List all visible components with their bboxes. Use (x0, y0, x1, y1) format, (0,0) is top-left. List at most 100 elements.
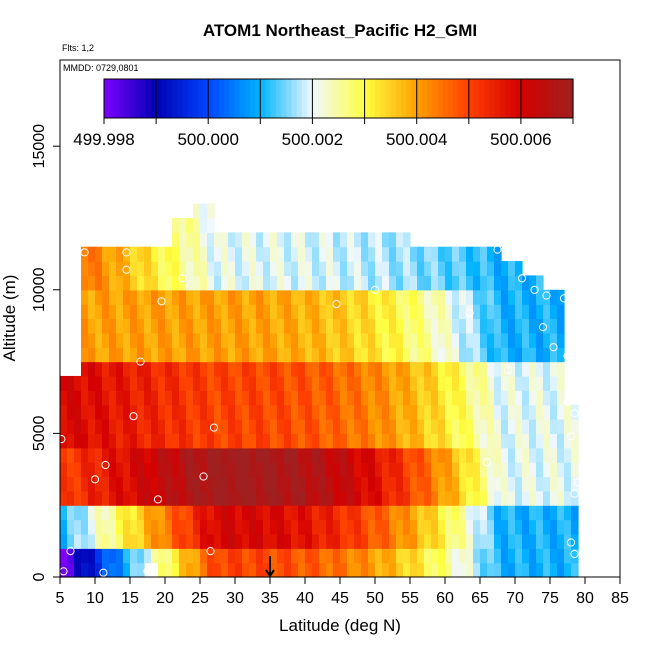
heatmap-cell-1581 (536, 419, 544, 434)
heatmap-cell-341 (172, 533, 180, 549)
heatmap-cell-1084 (382, 332, 390, 348)
colorbar-label-0: 499.998 (73, 130, 134, 149)
heatmap-cell-1287 (445, 447, 453, 463)
heatmap-cell-38 (74, 419, 82, 434)
heatmap-cell-147 (109, 375, 117, 391)
heatmap-cell-481 (207, 347, 215, 363)
heatmap-cell-1053 (375, 433, 383, 449)
heatmap-cell-1565 (529, 347, 537, 363)
heatmap-cell-821 (305, 318, 313, 334)
colorbar-swatch-47 (348, 79, 355, 118)
colorbar-swatch-55 (390, 79, 397, 118)
heatmap-cell-652 (256, 332, 264, 348)
colorbar-swatch-89 (567, 79, 574, 118)
heatmap-cell-336 (165, 275, 173, 291)
y-tick-label-1: 5000 (31, 415, 48, 451)
heatmap-cell-567 (235, 519, 243, 535)
heatmap-cell-456 (200, 332, 208, 348)
colorbar-swatch-63 (432, 79, 439, 118)
heatmap-cell-325 (165, 433, 173, 449)
heatmap-cell-620 (249, 447, 257, 463)
heatmap-cell-1346 (459, 261, 467, 277)
heatmap-cell-780 (298, 562, 306, 578)
heatmap-cell-908 (333, 447, 341, 463)
heatmap-cell-174 (116, 318, 124, 334)
heatmap-cell-182 (123, 533, 131, 549)
heatmap-cell-783 (298, 519, 306, 535)
heatmap-cell-909 (333, 433, 341, 449)
heatmap-cell-1005 (361, 433, 369, 449)
heatmap-cell-274 (151, 505, 159, 521)
heatmap-cell-1066 (375, 246, 383, 262)
heatmap-cell-1332 (459, 462, 467, 478)
heatmap-cell-893 (326, 318, 334, 334)
heatmap-cell-139 (109, 490, 117, 506)
heatmap-cell-994 (354, 246, 362, 262)
heatmap-cell-634 (249, 246, 257, 262)
heatmap-cell-1543 (522, 361, 530, 377)
heatmap-cell-1296 (445, 318, 453, 334)
heatmap-cell-1000 (361, 505, 369, 521)
heatmap-cell-1074 (382, 476, 390, 492)
heatmap-cell-434 (193, 275, 201, 291)
heatmap-cell-1043 (368, 232, 376, 248)
heatmap-cell-1289 (445, 419, 453, 434)
heatmap-cell-525 (221, 433, 229, 449)
heatmap-cell-300 (158, 462, 166, 478)
heatmap-cell-901 (333, 548, 341, 564)
heatmap-cell-689 (270, 490, 278, 506)
heatmap-cell-720 (277, 390, 285, 406)
x-tick-label-12: 65 (471, 590, 489, 607)
heatmap-cell-656 (256, 275, 264, 291)
heatmap-cell-72 (88, 462, 96, 478)
heatmap-cell-1645 (557, 375, 565, 391)
heatmap-cell-1633 (557, 548, 565, 564)
heatmap-cell-1261 (438, 490, 446, 506)
heatmap-cell-1090 (382, 246, 390, 262)
heatmap-cell-1202 (417, 347, 425, 363)
heatmap-cell-185 (123, 490, 131, 506)
heatmap-cell-219 (130, 332, 138, 348)
heatmap-cell-1167 (410, 519, 418, 535)
heatmap-cell-1355 (466, 462, 474, 478)
heatmap-cell-1635 (557, 519, 565, 535)
heatmap-cell-1505 (508, 275, 516, 291)
heatmap-cell-1517 (515, 419, 523, 434)
heatmap-cell-641 (256, 490, 264, 506)
heatmap-cell-1190 (417, 519, 425, 535)
heatmap-cell-189 (123, 433, 131, 449)
heatmap-cell-595 (242, 462, 250, 478)
heatmap-cell-172 (116, 347, 124, 363)
heatmap-cell-1519 (515, 390, 523, 406)
heatmap-cell-873 (319, 261, 327, 277)
heatmap-cell-145 (109, 404, 117, 420)
heatmap-cell-754 (284, 246, 292, 262)
heatmap-cell-1055 (375, 404, 383, 420)
heatmap-cell-1468 (501, 490, 509, 506)
colorbar-label-4: 500.006 (490, 130, 551, 149)
heatmap-cell-611 (242, 232, 250, 248)
heatmap-cell-1348 (466, 562, 474, 578)
heatmap-cell-254 (144, 476, 152, 492)
heatmap-cell-1236 (431, 519, 439, 535)
heatmap-cell-1224 (424, 361, 432, 377)
heatmap-cell-81 (88, 332, 96, 348)
heatmap-cell-402 (186, 375, 194, 391)
heatmap-cell-375 (179, 404, 187, 420)
heatmap-cell-1150 (403, 419, 411, 434)
heatmap-cell-173 (116, 332, 124, 348)
heatmap-cell-1250 (431, 318, 439, 334)
heatmap-cell-1484 (501, 261, 509, 277)
x-tick-label-1: 10 (86, 590, 104, 607)
heatmap-cell-1383 (473, 390, 481, 406)
heatmap-cell-1187 (417, 562, 425, 578)
heatmap-cell-347 (172, 447, 180, 463)
heatmap-cell-594 (242, 476, 250, 492)
heatmap-cell-1128 (396, 390, 404, 406)
heatmap-cell-751 (284, 289, 292, 305)
heatmap-cell-1057 (375, 375, 383, 391)
heatmap-cell-702 (270, 304, 278, 320)
heatmap-cell-1380 (473, 433, 481, 449)
heatmap-cell-91 (95, 519, 103, 535)
heatmap-cell-1556 (529, 476, 537, 492)
